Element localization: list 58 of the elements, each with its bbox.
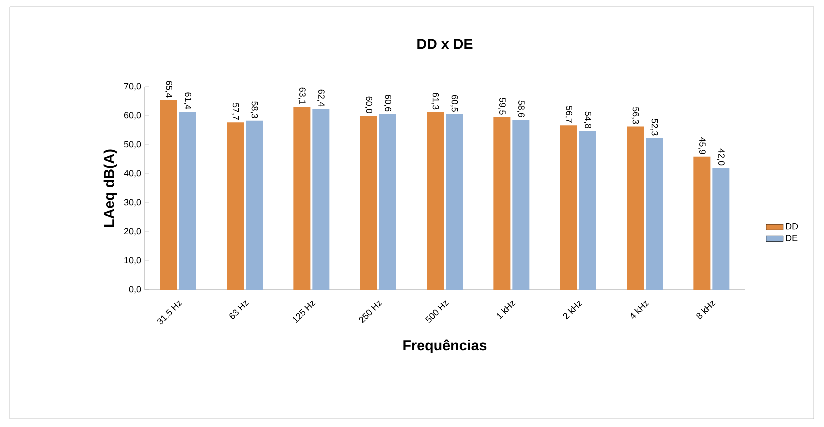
y-tick-label: 10,0 [124,257,142,265]
data-label: 61,3 [432,93,440,110]
bar [294,107,311,290]
bar [579,131,596,290]
bar [560,126,578,290]
bar [694,156,711,290]
x-tick-label: 2 kHz [563,300,583,320]
bar [312,109,330,290]
data-label: 60,6 [384,95,392,112]
y-tick-label: 40,0 [124,170,142,178]
legend-label: DD [786,224,798,230]
chart-title: DD x DE [418,39,473,50]
bar [427,112,444,290]
bar [646,138,663,290]
y-tick-label: 30,0 [124,199,142,207]
data-label: 56,7 [565,106,573,123]
data-label: 52,3 [650,119,658,136]
data-label: 42,0 [717,148,725,166]
x-tick-label: 125 Hz [292,300,316,324]
bar [246,120,263,290]
bar [512,120,530,290]
bar [712,168,730,290]
data-label: 63,1 [298,88,306,104]
bar [227,122,244,290]
data-label: 59,5 [498,98,506,115]
bar [379,114,396,290]
bar [446,114,463,290]
bar [179,112,196,290]
y-tick-label: 50,0 [124,141,142,149]
x-tick-label: 31.5 Hz [158,300,182,325]
y-tick-label: 60,0 [124,112,142,120]
x-tick-label: 250 Hz [359,300,382,324]
data-label: 56,3 [632,107,640,124]
bar [494,117,511,290]
data-label: 60,5 [450,95,458,112]
legend-label: DE [786,235,798,242]
x-tick-label: 1 kHz [497,300,516,320]
data-label: 61,4 [184,92,192,110]
data-label: 45,9 [698,137,706,154]
bar [627,126,644,290]
data-label: 65,4 [165,81,173,98]
bar [360,116,378,290]
y-axis-title: LAeq dB(A) [104,150,118,227]
data-label: 57,7 [232,103,240,120]
data-label: 58,3 [250,102,258,118]
y-tick-label: 0,0 [129,286,142,294]
data-label: 54,8 [584,112,592,128]
x-axis-title: Frequências [404,340,487,354]
x-tick-label: 500 Hz [426,300,450,323]
data-label: 60,0 [365,96,373,114]
y-tick-label: 70,0 [124,83,142,91]
data-label: 58,6 [517,100,525,118]
y-tick-label: 20,0 [124,228,142,236]
x-tick-label: 8 kHz [696,300,716,320]
bar [160,100,178,290]
data-label: 62,4 [317,90,325,107]
x-tick-label: 63 Hz [230,300,250,320]
x-tick-label: 4 kHz [631,300,650,319]
